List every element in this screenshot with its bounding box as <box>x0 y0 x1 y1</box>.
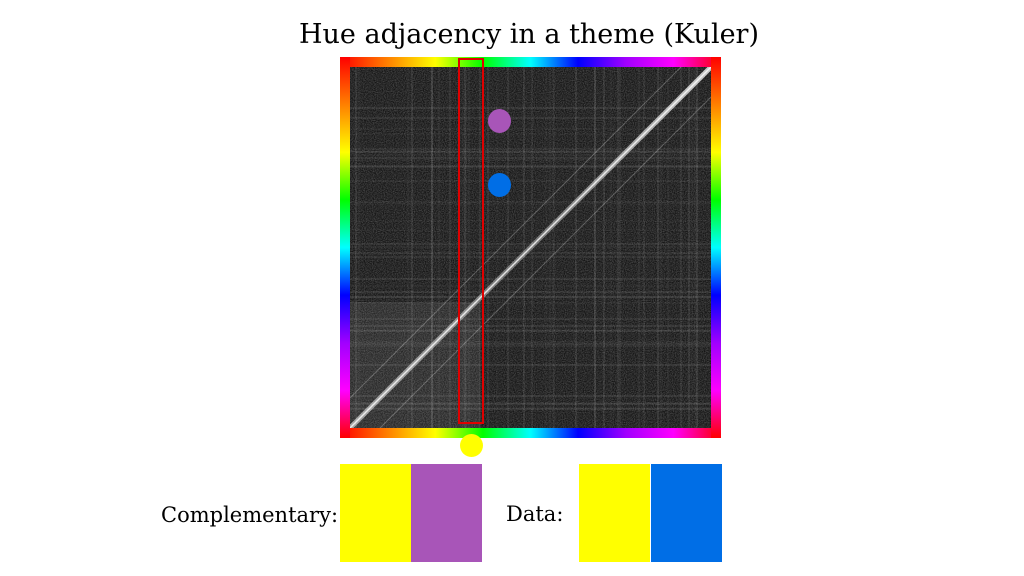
selected-hue-dot <box>460 434 483 457</box>
heatmap-image <box>350 67 711 428</box>
hue-gradient-top <box>340 57 721 67</box>
slide-title: Hue adjacency in a theme (Kuler) <box>298 19 759 50</box>
complementary-label: Complementary: <box>161 503 339 527</box>
data-swatch-1 <box>579 464 650 562</box>
complementary-swatch-2 <box>411 464 482 562</box>
data-hue-dot <box>488 173 511 197</box>
hue-adjacency-matrix <box>340 57 721 438</box>
heatmap-offdiagonal <box>379 96 711 428</box>
heatmap-diagonal-core <box>350 67 711 428</box>
selected-hue-column <box>458 58 484 424</box>
hue-gradient-right <box>711 57 721 438</box>
hue-gradient-left <box>340 57 350 438</box>
data-swatch-2 <box>651 464 722 562</box>
heatmap-offdiagonal <box>350 67 682 399</box>
complementary-swatch-1 <box>340 464 411 562</box>
data-label: Data: <box>506 502 564 526</box>
hue-gradient-bottom <box>340 428 721 438</box>
adjacency-heatmap <box>350 67 711 428</box>
complementary-hue-dot <box>488 109 511 133</box>
